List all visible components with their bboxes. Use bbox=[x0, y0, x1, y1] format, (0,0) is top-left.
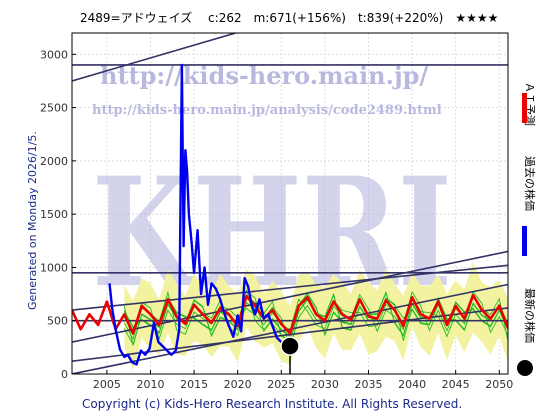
series-ai-forecast bbox=[72, 293, 508, 335]
x-tick-label: 2005 bbox=[93, 378, 121, 391]
y-tick-label: 500 bbox=[47, 315, 68, 328]
x-tick-label: 2025 bbox=[267, 378, 295, 391]
y-tick-label: 1500 bbox=[40, 208, 68, 221]
copyright: Copyright (c) Kids-Hero Research Institu… bbox=[82, 397, 462, 411]
y-tick-label: 0 bbox=[61, 368, 68, 381]
x-tick-label: 2010 bbox=[136, 378, 164, 391]
x-tick-label: 2015 bbox=[180, 378, 208, 391]
y-tick-label: 1000 bbox=[40, 261, 68, 274]
plot-frame bbox=[71, 32, 509, 375]
trend-line bbox=[72, 264, 508, 311]
chart-title: 2489=アドウェイズ c:262 m:671(+156%) t:839(+22… bbox=[80, 10, 498, 25]
latest-price-marker bbox=[280, 336, 300, 356]
x-tick-label: 2020 bbox=[224, 378, 252, 391]
generated-label: Generated on Monday 2026/1/5. bbox=[26, 131, 39, 310]
watermark-url-path: http://kids-hero.main.jp/analysis/code24… bbox=[92, 103, 442, 118]
y-tick-label: 3000 bbox=[40, 48, 68, 61]
legend-past-swatch bbox=[522, 226, 527, 256]
legend-latest-label: 最新の株価 bbox=[523, 288, 537, 343]
trend-line bbox=[72, 33, 239, 82]
x-tick-label: 2035 bbox=[354, 378, 382, 391]
legend-latest-swatch bbox=[517, 360, 533, 376]
series-lines bbox=[72, 63, 508, 366]
y-tick-label: 2000 bbox=[40, 155, 68, 168]
trend-line bbox=[72, 250, 508, 343]
x-tick-label: 2045 bbox=[442, 378, 470, 391]
legend-ai-swatch bbox=[522, 93, 527, 123]
y-tick-label: 2500 bbox=[40, 102, 68, 115]
legend: ＡＩ予測 過去の株価 最新の株価 bbox=[517, 82, 537, 376]
legend-past-label: 過去の株価 bbox=[523, 156, 537, 211]
x-tick-label: 2030 bbox=[311, 378, 339, 391]
x-tick-label: 2050 bbox=[485, 378, 513, 391]
band-line bbox=[123, 290, 508, 342]
x-axis: 2005 2010 2015 2020 2025 2030 2035 2040 2045 2050 bbox=[93, 370, 513, 391]
trend-lines bbox=[72, 33, 508, 374]
y-axis: 0 500 1000 1500 2000 2500 3000 bbox=[40, 48, 76, 381]
x-tick-label: 2040 bbox=[398, 378, 426, 391]
series-past-price bbox=[108, 63, 287, 366]
latest-marker-layer bbox=[280, 336, 300, 374]
watermark-url: http://kids-hero.main.jp/ bbox=[100, 61, 428, 90]
